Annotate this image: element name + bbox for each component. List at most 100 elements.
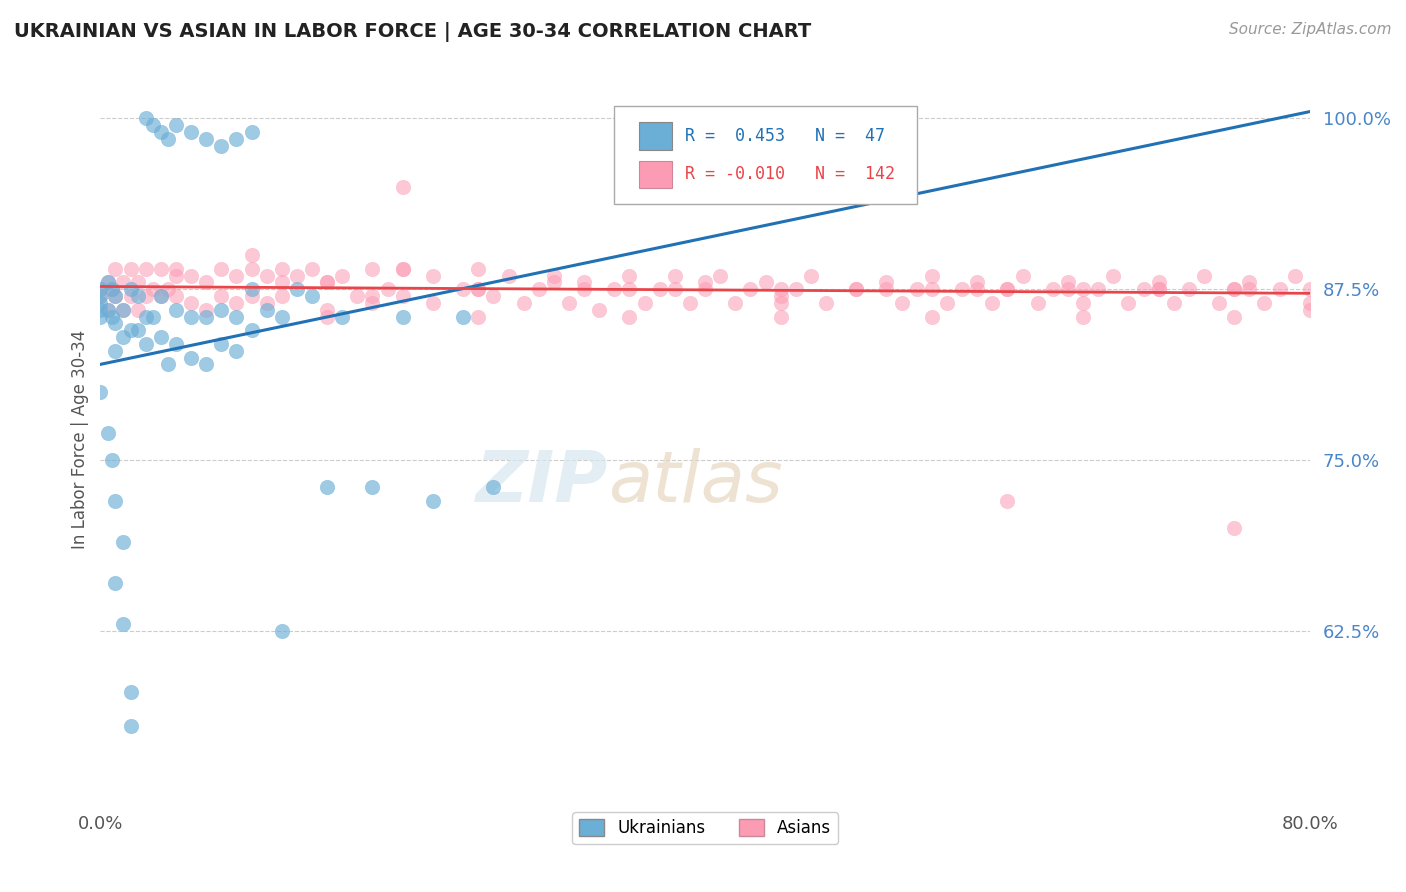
Point: [769, 282, 792, 296]
Point: [89, 282, 111, 296]
Point: [845, 282, 868, 296]
Point: [240, 125, 263, 139]
Point: [391, 261, 413, 276]
Point: [209, 138, 232, 153]
Bar: [638, 161, 672, 188]
Point: [1299, 282, 1322, 296]
Point: [316, 480, 339, 494]
Point: [112, 617, 135, 632]
Bar: [638, 122, 672, 150]
Point: [1163, 296, 1185, 310]
Point: [195, 132, 218, 146]
Point: [361, 296, 384, 310]
Text: R = -0.010   N =  142: R = -0.010 N = 142: [685, 166, 894, 184]
Point: [619, 282, 641, 296]
Point: [1208, 296, 1230, 310]
Point: [558, 296, 581, 310]
Point: [1026, 296, 1049, 310]
Point: [1057, 276, 1080, 290]
Point: [330, 310, 353, 324]
Point: [769, 310, 792, 324]
Point: [195, 302, 218, 317]
Point: [240, 261, 263, 276]
Point: [966, 282, 988, 296]
Point: [104, 576, 127, 591]
Point: [112, 330, 135, 344]
Point: [180, 351, 202, 365]
Point: [876, 276, 898, 290]
Point: [142, 282, 165, 296]
Point: [1239, 276, 1261, 290]
Point: [142, 310, 165, 324]
Point: [316, 276, 339, 290]
Point: [135, 112, 157, 126]
Point: [127, 323, 149, 337]
Point: [921, 282, 943, 296]
Point: [1223, 282, 1246, 296]
Point: [270, 276, 292, 290]
Text: Source: ZipAtlas.com: Source: ZipAtlas.com: [1229, 22, 1392, 37]
Text: R =  0.453   N =  47: R = 0.453 N = 47: [685, 127, 884, 145]
Point: [1223, 282, 1246, 296]
Point: [1118, 296, 1140, 310]
Point: [921, 310, 943, 324]
Point: [316, 310, 339, 324]
Point: [89, 302, 111, 317]
Point: [112, 302, 135, 317]
Point: [769, 289, 792, 303]
Point: [101, 282, 124, 296]
Point: [633, 296, 655, 310]
Point: [120, 719, 142, 733]
Point: [104, 289, 127, 303]
Point: [97, 276, 120, 290]
Point: [905, 282, 928, 296]
Point: [127, 276, 149, 290]
Point: [195, 310, 218, 324]
Point: [1102, 268, 1125, 283]
Point: [1071, 296, 1094, 310]
Point: [89, 289, 111, 303]
Point: [101, 453, 124, 467]
Point: [740, 282, 762, 296]
Text: atlas: atlas: [609, 449, 783, 517]
Point: [270, 289, 292, 303]
Point: [180, 296, 202, 310]
Point: [800, 268, 823, 283]
Point: [664, 268, 686, 283]
Point: [588, 302, 610, 317]
Point: [664, 282, 686, 296]
Point: [391, 179, 413, 194]
Point: [285, 268, 308, 283]
Point: [209, 302, 232, 317]
Point: [149, 289, 172, 303]
Point: [180, 268, 202, 283]
Point: [97, 302, 120, 317]
Point: [709, 268, 731, 283]
Point: [240, 282, 263, 296]
Point: [921, 268, 943, 283]
Point: [1299, 302, 1322, 317]
Point: [1132, 282, 1154, 296]
Point: [240, 248, 263, 262]
Point: [112, 535, 135, 549]
Point: [498, 268, 520, 283]
Point: [240, 289, 263, 303]
Point: [572, 282, 595, 296]
Point: [1011, 268, 1033, 283]
Point: [1329, 282, 1351, 296]
Point: [316, 276, 339, 290]
Y-axis label: In Labor Force | Age 30-34: In Labor Force | Age 30-34: [72, 330, 89, 549]
Point: [1178, 282, 1201, 296]
Point: [97, 276, 120, 290]
Point: [1071, 310, 1094, 324]
Point: [361, 261, 384, 276]
Point: [422, 268, 444, 283]
Point: [149, 125, 172, 139]
Legend: Ukrainians, Asians: Ukrainians, Asians: [572, 813, 838, 844]
Point: [950, 282, 973, 296]
Point: [165, 118, 187, 132]
Point: [256, 302, 278, 317]
Point: [1057, 282, 1080, 296]
Point: [120, 289, 142, 303]
Point: [936, 296, 959, 310]
